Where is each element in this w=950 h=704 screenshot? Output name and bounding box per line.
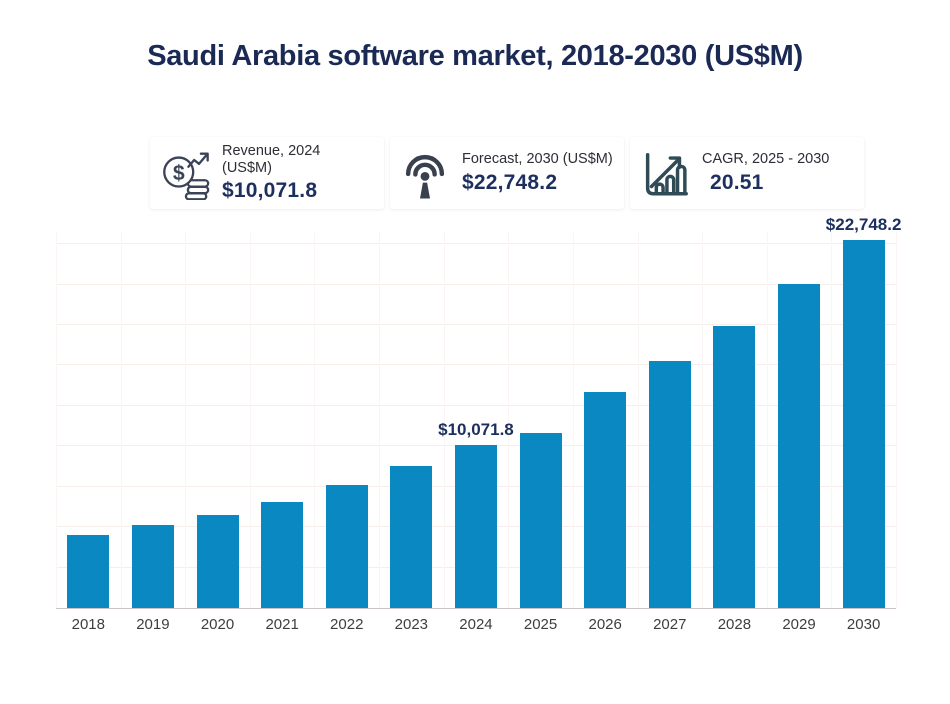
bar-column-2018	[56, 232, 121, 608]
bar-chart-growth-icon	[638, 146, 692, 200]
x-axis-labels: 2018 2019 2020 2021 2022 2023 2024 2025 2026 2027…	[56, 616, 896, 633]
svg-text:$: $	[173, 162, 185, 185]
gridline-h-22500	[56, 243, 896, 245]
bar-column-2025	[508, 232, 573, 608]
gridline-v-6	[443, 232, 445, 608]
x-tick-2028: 2028	[717, 616, 752, 633]
bar-label-2024: $10,071.8	[438, 420, 514, 440]
gridline-v-4	[314, 232, 316, 608]
bar-column-2019	[121, 232, 186, 608]
page-title: Saudi Arabia software market, 2018-2030 …	[147, 40, 803, 72]
gridline-v-11	[766, 232, 768, 608]
stat-label: CAGR, 2025 - 2030	[702, 151, 830, 168]
bar-2022	[325, 485, 368, 608]
x-tick-2022: 2022	[330, 616, 364, 633]
x-tick-2026: 2026	[588, 616, 622, 633]
gridline-h-15000	[56, 364, 896, 366]
bar-2021	[261, 501, 304, 608]
infographic-canvas: { "title": "Saudi Arabia software market…	[0, 40, 950, 704]
gridline-v-12	[831, 232, 833, 608]
x-tick-2020: 2020	[200, 616, 235, 633]
bar-column-2023	[379, 232, 444, 608]
x-tick-2029: 2029	[782, 616, 816, 633]
bar-2024	[454, 445, 497, 608]
bar-column-2026	[573, 232, 638, 608]
bar-2018	[67, 535, 110, 608]
gridline-v-5	[379, 232, 381, 608]
x-tick-2030: 2030	[846, 616, 881, 633]
gridline-v-3	[249, 232, 251, 608]
gridline-v-13	[896, 232, 897, 608]
stat-card-revenue: $ Revenue, 2024 (US$M) $10,071.8	[150, 137, 384, 209]
bar-chart: $10,071.8 $22,748.2	[56, 215, 901, 609]
gridline-h-20000	[56, 283, 896, 285]
bar-label-2030: $22,748.2	[825, 215, 902, 235]
x-tick-2019: 2019	[136, 616, 170, 633]
bar-column-2027	[637, 232, 702, 608]
bar-column-2020	[185, 232, 250, 608]
gridline-h-12500	[56, 404, 896, 406]
gridline-v-9	[637, 232, 639, 608]
bar-2026	[584, 392, 627, 608]
stat-card-cagr: CAGR, 2025 - 2030 20.51	[630, 137, 864, 209]
bar-column-2022	[314, 232, 379, 608]
bars-row: $10,071.8 $22,748.2	[56, 215, 901, 608]
gridline-v-1	[120, 232, 122, 608]
x-tick-2024: 2024	[459, 616, 493, 633]
coins-growth-icon: $	[158, 146, 212, 201]
x-tick-2018: 2018	[71, 616, 105, 633]
antenna-signal-icon	[398, 146, 452, 200]
stat-value: 20.51	[710, 170, 764, 194]
gridline-v-0	[56, 232, 57, 608]
bar-column-2028	[702, 232, 767, 608]
bar-column-2021	[250, 232, 315, 608]
x-tick-2025: 2025	[523, 616, 558, 633]
stat-label: Revenue, 2024 (US$M)	[222, 142, 321, 176]
bar-2020	[196, 514, 239, 608]
bar-2023	[390, 466, 433, 608]
bar-2030	[842, 240, 885, 608]
x-tick-2023: 2023	[394, 616, 429, 633]
stat-card-forecast: Forecast, 2030 (US$M) $22,748.2	[390, 137, 624, 209]
bar-2028	[713, 326, 756, 608]
bar-column-2029	[767, 232, 832, 608]
gridline-v-10	[702, 232, 704, 608]
x-tick-2021: 2021	[265, 616, 299, 633]
gridline-h-17500	[56, 324, 896, 325]
x-tick-2027: 2027	[653, 616, 687, 633]
bar-2029	[778, 284, 820, 608]
gridline-v-7	[508, 232, 510, 608]
bar-2027	[648, 361, 691, 608]
gridline-v-8	[572, 232, 574, 608]
bar-2025	[519, 433, 562, 608]
stat-value: $10,071.8	[222, 179, 318, 203]
stat-value: $22,748.2	[462, 170, 558, 194]
bar-column-2024: $10,071.8	[438, 232, 514, 608]
bar-column-2030: $22,748.2	[826, 215, 901, 608]
gridline-v-2	[185, 232, 187, 608]
stat-label: Forecast, 2030 (US$M)	[462, 151, 613, 168]
bar-2019	[131, 525, 174, 608]
stats-row: $ Revenue, 2024 (US$M) $10,071.8 Forecas…	[150, 137, 864, 209]
